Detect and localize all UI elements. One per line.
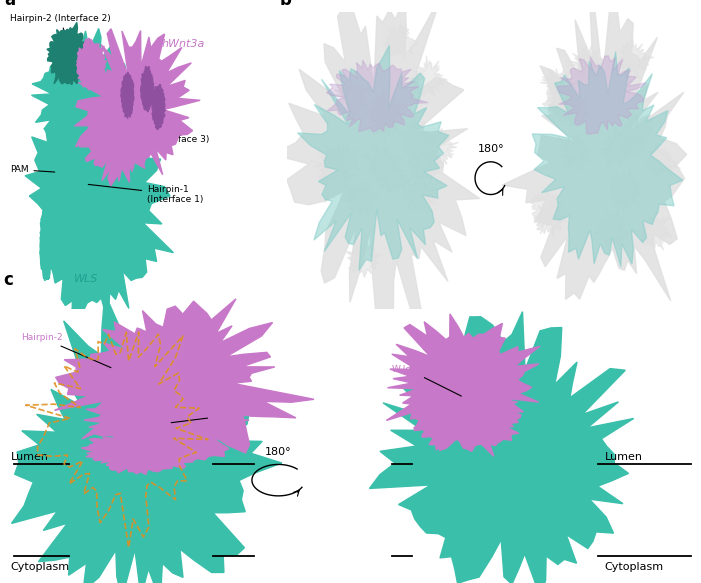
Text: Hairpin-1
(Interface 1): Hairpin-1 (Interface 1) (88, 184, 203, 204)
Text: PAM: PAM (10, 165, 55, 174)
Polygon shape (121, 72, 134, 118)
Polygon shape (643, 144, 681, 178)
Polygon shape (25, 53, 173, 336)
Polygon shape (557, 56, 646, 134)
Polygon shape (386, 314, 540, 450)
Polygon shape (540, 69, 578, 107)
Polygon shape (76, 38, 107, 90)
Polygon shape (57, 199, 70, 279)
Polygon shape (398, 115, 433, 156)
Polygon shape (369, 312, 634, 583)
Polygon shape (328, 79, 372, 121)
Polygon shape (84, 374, 252, 467)
Text: W-loop: W-loop (392, 364, 461, 396)
Polygon shape (11, 294, 282, 583)
Text: Cytoplasm: Cytoplasm (605, 561, 664, 571)
Text: Lumen: Lumen (605, 452, 643, 462)
Text: Cytoplasm: Cytoplasm (11, 561, 69, 571)
Polygon shape (565, 45, 603, 83)
Polygon shape (618, 37, 654, 78)
Polygon shape (599, 126, 635, 168)
Polygon shape (557, 92, 592, 127)
Polygon shape (532, 51, 683, 267)
Polygon shape (272, 0, 479, 342)
Polygon shape (311, 146, 350, 184)
Polygon shape (623, 114, 654, 147)
Polygon shape (316, 163, 358, 203)
Polygon shape (595, 209, 629, 251)
Text: b: b (279, 0, 291, 9)
Text: 180°: 180° (477, 144, 504, 154)
Polygon shape (547, 85, 581, 124)
Polygon shape (74, 29, 200, 186)
Polygon shape (55, 299, 314, 453)
Polygon shape (502, 0, 686, 301)
Polygon shape (32, 29, 143, 177)
Text: WLS: WLS (74, 274, 99, 285)
Polygon shape (366, 86, 404, 126)
Text: a: a (4, 0, 15, 9)
Polygon shape (420, 128, 458, 167)
Polygon shape (410, 56, 447, 98)
Polygon shape (384, 23, 419, 59)
Text: 180°: 180° (265, 447, 292, 457)
Text: c: c (4, 271, 13, 289)
Polygon shape (531, 191, 564, 227)
Polygon shape (79, 92, 159, 182)
Text: hWnt3a: hWnt3a (161, 40, 205, 50)
Polygon shape (81, 430, 198, 475)
Text: Hairpin-2 (Interface 2): Hairpin-2 (Interface 2) (10, 13, 111, 48)
Polygon shape (542, 83, 576, 120)
Polygon shape (327, 60, 428, 132)
Polygon shape (40, 206, 53, 281)
Polygon shape (47, 22, 91, 85)
Text: Hairpin-1: Hairpin-1 (171, 410, 255, 423)
Polygon shape (113, 209, 126, 278)
Polygon shape (534, 200, 567, 237)
Polygon shape (341, 180, 380, 219)
Polygon shape (346, 236, 381, 278)
Polygon shape (615, 118, 648, 159)
Polygon shape (362, 145, 400, 182)
Polygon shape (76, 189, 89, 280)
Polygon shape (631, 211, 672, 250)
Polygon shape (324, 144, 362, 178)
Polygon shape (96, 197, 109, 279)
Polygon shape (410, 384, 521, 456)
Polygon shape (152, 85, 165, 129)
Polygon shape (610, 170, 644, 216)
Text: W-loop
(Interface 3): W-loop (Interface 3) (108, 125, 209, 145)
Polygon shape (298, 45, 449, 271)
Polygon shape (402, 179, 441, 213)
Polygon shape (141, 66, 154, 112)
Text: Lumen: Lumen (11, 452, 48, 462)
Polygon shape (559, 133, 594, 171)
Polygon shape (376, 160, 415, 195)
Polygon shape (406, 142, 442, 183)
Text: Hairpin-2: Hairpin-2 (21, 333, 111, 368)
Polygon shape (369, 99, 406, 145)
